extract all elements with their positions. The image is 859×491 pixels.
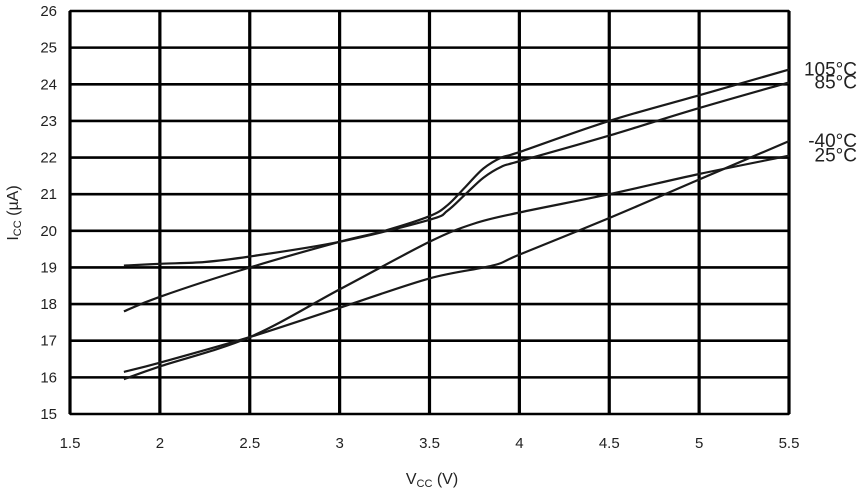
grid xyxy=(68,9,791,416)
series-line-0 xyxy=(123,68,790,313)
x-tick-label: 4.5 xyxy=(599,435,620,452)
series-label-3: -40°C xyxy=(808,131,857,152)
y-tick-label: 23 xyxy=(40,113,57,130)
y-axis-title: ICC (µA) xyxy=(5,185,24,240)
series-labels: 105°C85°C 25°C-40°C xyxy=(804,60,857,167)
x-tick-label: 5 xyxy=(695,435,703,452)
x-tick-label: 3 xyxy=(335,435,343,452)
x-axis-title: VCC (V) xyxy=(406,471,458,490)
y-tick-label: 20 xyxy=(40,223,57,240)
series-label-2: 25°C xyxy=(815,146,857,167)
y-tick-label: 21 xyxy=(40,186,57,203)
y-tick-label: 25 xyxy=(40,40,57,57)
y-tick-label: 19 xyxy=(40,259,57,276)
curves xyxy=(123,68,790,381)
series-label-0: 105°C xyxy=(804,60,857,81)
series-label-1: 85°C xyxy=(815,72,857,93)
x-tick-label: 5.5 xyxy=(779,435,800,452)
x-tick-label: 2 xyxy=(156,435,164,452)
series-line-1 xyxy=(123,81,790,267)
y-tick-label: 18 xyxy=(40,296,57,313)
x-tick-label: 4 xyxy=(515,435,523,452)
y-tick-label: 26 xyxy=(40,3,57,20)
x-tick-label: 1.5 xyxy=(60,435,81,452)
x-tick-label: 3.5 xyxy=(419,435,440,452)
plot-frame xyxy=(69,10,790,415)
x-tick-labels: 1.5 2 2.5 3 3.5 4 4.5 5 5.5 xyxy=(60,435,800,452)
series-line-2 xyxy=(123,154,790,381)
y-tick-labels: 15 16 17 18 19 20 21 22 23 24 25 26 xyxy=(40,3,57,423)
y-tick-label: 16 xyxy=(40,369,57,386)
x-tick-label: 2.5 xyxy=(239,435,260,452)
y-tick-label: 17 xyxy=(40,333,57,350)
y-tick-label: 22 xyxy=(40,150,57,167)
y-tick-label: 24 xyxy=(40,76,57,93)
series-line-3 xyxy=(123,140,790,373)
y-tick-label: 15 xyxy=(40,406,57,423)
